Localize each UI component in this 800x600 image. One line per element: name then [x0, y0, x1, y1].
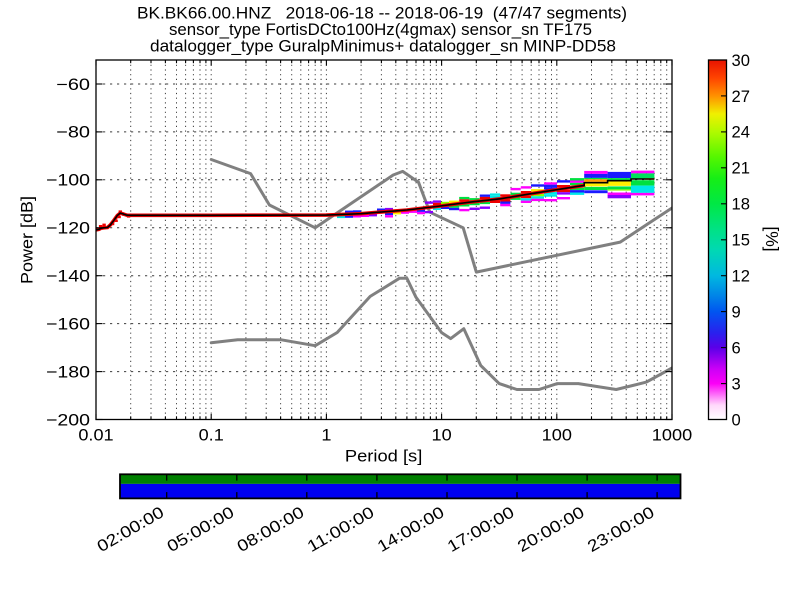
- svg-text:Power [dB]: Power [dB]: [18, 196, 37, 284]
- svg-text:−100: −100: [46, 171, 90, 190]
- svg-text:0.01: 0.01: [78, 426, 113, 445]
- svg-text:27: 27: [732, 87, 750, 106]
- svg-text:Period [s]: Period [s]: [345, 447, 423, 466]
- svg-text:−140: −140: [46, 267, 90, 286]
- svg-text:24: 24: [732, 123, 750, 142]
- svg-text:15: 15: [732, 231, 750, 250]
- svg-text:−160: −160: [46, 314, 90, 333]
- svg-text:−200: −200: [46, 410, 90, 429]
- svg-text:18: 18: [732, 195, 750, 214]
- svg-text:[%]: [%]: [762, 226, 782, 251]
- svg-text:21: 21: [732, 159, 750, 178]
- svg-text:−80: −80: [56, 123, 90, 142]
- svg-text:12: 12: [732, 267, 750, 286]
- svg-text:10: 10: [432, 426, 452, 445]
- svg-text:6: 6: [732, 338, 741, 357]
- svg-text:0.1: 0.1: [199, 426, 224, 445]
- svg-text:BK.BK66.00.HNZ 2018-06-18 --: BK.BK66.00.HNZ 2018-06-18 -- 2018-06-19 …: [137, 4, 627, 23]
- svg-text:9: 9: [732, 302, 741, 321]
- svg-text:datalogger_type GuralpMinimus+: datalogger_type GuralpMinimus+ datalogge…: [150, 37, 616, 56]
- svg-text:100: 100: [542, 426, 572, 445]
- svg-text:0: 0: [732, 410, 741, 429]
- svg-text:1: 1: [321, 426, 331, 445]
- svg-text:−60: −60: [56, 75, 90, 94]
- svg-text:30: 30: [732, 51, 750, 70]
- svg-text:sensor_type FortisDCto100Hz(4g: sensor_type FortisDCto100Hz(4gmax) senso…: [169, 20, 592, 39]
- svg-text:−180: −180: [46, 362, 90, 381]
- svg-text:−120: −120: [46, 219, 90, 238]
- svg-text:1000: 1000: [652, 426, 692, 445]
- svg-text:3: 3: [732, 374, 741, 393]
